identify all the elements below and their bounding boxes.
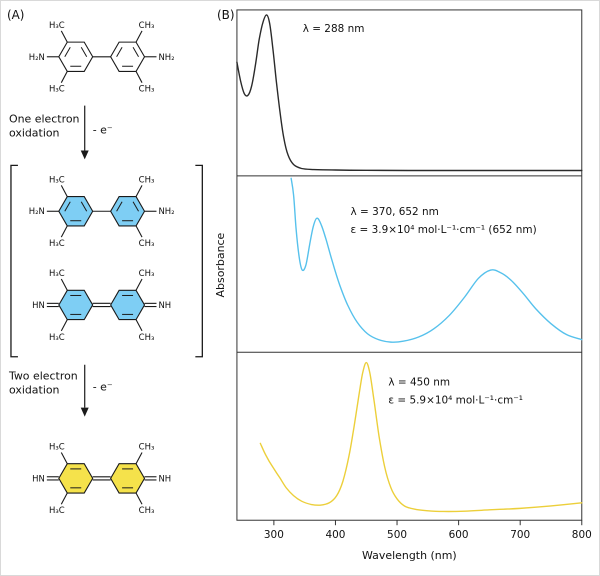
methyl-bond [60, 319, 68, 332]
methyl-label: H₃C [49, 238, 65, 248]
step2-arrowhead-icon [80, 407, 89, 417]
methyl-label: CH₃ [139, 332, 155, 342]
methyl-label: CH₃ [139, 84, 155, 94]
n-label: NH₂ [158, 206, 174, 216]
spectra-curves [236, 14, 583, 513]
methyl-bond [60, 452, 68, 464]
methyl-bond [60, 30, 68, 43]
ring-double-bond [116, 201, 123, 212]
epsilon-annotation-blue: ε = 3.9×10⁴ mol·L⁻¹·cm⁻¹ (652 nm) [351, 224, 537, 236]
methyl-label: CH₃ [139, 174, 155, 184]
panel-b-spectra: (B) Absorbance Wavelength (nm) λ = 288 n… [215, 8, 592, 562]
methyl-bond [60, 185, 68, 197]
ring-double-bond [80, 47, 88, 58]
step1-text-line1: One electron [9, 113, 80, 126]
step1-arrow-label: - e⁻ [93, 124, 113, 137]
plot-frame [236, 9, 583, 521]
methyl-bond [60, 225, 68, 238]
methyl-bond [135, 71, 143, 83]
methyl-label: CH₃ [139, 238, 155, 248]
step1-text-line2: oxidation [9, 127, 60, 140]
peak-annotation-yellow: λ = 450 nm [389, 377, 451, 389]
benzene-ring [109, 41, 146, 72]
x-tick-label: 700 [510, 529, 530, 541]
methyl-bond [60, 492, 68, 505]
benzene-ring [109, 463, 146, 494]
x-tick-label: 400 [326, 529, 346, 541]
benzene-ring [109, 289, 146, 321]
n-label: H₂N [29, 52, 45, 62]
methyl-bond [135, 225, 143, 238]
chemical-structures: H₂N NH₂ H₃C H₃C CH₃ CH₃ H₂N NH₂ H₃C H₃C CH₃ CH₃ HN NH… [29, 20, 175, 515]
methyl-bond [135, 319, 143, 332]
panel-a-label: (A) [7, 8, 24, 22]
step2-arrow-label: - e⁻ [93, 381, 113, 394]
spectrum-curve-2 [290, 177, 583, 343]
x-tick-label: 500 [387, 529, 407, 541]
step1-arrowhead-icon [80, 150, 89, 160]
methyl-label: H₃C [49, 332, 65, 342]
methyl-bond [135, 30, 143, 43]
benzene-ring [58, 289, 94, 321]
ring-double-bond [64, 201, 71, 212]
ring-double-bond [64, 47, 71, 58]
methyl-bond [135, 492, 143, 505]
step2-text-line2: oxidation [9, 384, 60, 397]
methyl-label: H₃C [49, 174, 65, 184]
peak-annotation-black: λ = 288 nm [303, 23, 365, 35]
peak-annotation-blue: λ = 370, 652 nm [351, 206, 439, 218]
benzene-ring [58, 463, 94, 494]
n-label: NH [158, 300, 171, 310]
x-tick-label: 300 [264, 529, 284, 541]
x-tick-label: 800 [572, 529, 592, 541]
methyl-bond [60, 278, 68, 291]
benzene-ring [109, 196, 146, 227]
methyl-label: H₃C [49, 20, 65, 30]
epsilon-annotation-yellow: ε = 5.9×10⁴ mol·L⁻¹·cm⁻¹ [389, 395, 524, 407]
n-label: HN [32, 300, 45, 310]
methyl-bond [135, 278, 143, 291]
methyl-bond [135, 185, 143, 197]
x-axis-label: Wavelength (nm) [362, 549, 457, 562]
panel-b-label: (B) [217, 8, 235, 22]
left-bracket [10, 164, 18, 358]
methyl-label: H₃C [49, 84, 65, 94]
methyl-label: CH₃ [139, 268, 155, 278]
x-axis-ticks: 300 400 500 600 700 800 [264, 520, 592, 541]
spectrum-curve-1 [236, 14, 583, 172]
methyl-bond [135, 452, 143, 464]
n-label: H₂N [29, 206, 45, 216]
methyl-label: CH₃ [139, 505, 155, 515]
right-bracket [195, 164, 203, 358]
methyl-label: CH₃ [139, 20, 155, 30]
n-label: NH₂ [158, 52, 174, 62]
methyl-label: H₃C [49, 441, 65, 451]
methyl-label: CH₃ [139, 441, 155, 451]
spectrum-curve-3 [259, 361, 583, 513]
benzene-ring [58, 41, 94, 72]
step2-text-line1: Two electron [8, 370, 78, 383]
methyl-bond [60, 71, 68, 83]
benzene-ring [58, 196, 94, 227]
x-tick-label: 600 [449, 529, 469, 541]
ring-double-bond [132, 47, 139, 58]
methyl-label: H₃C [49, 505, 65, 515]
y-axis-label: Absorbance [215, 232, 227, 297]
ring-double-bond [132, 201, 139, 212]
ring-double-bond [116, 47, 123, 58]
n-label: HN [32, 473, 45, 483]
methyl-label: H₃C [49, 268, 65, 278]
ring-double-bond [80, 201, 88, 212]
n-label: NH [158, 473, 171, 483]
panel-a-scheme: (A) H₂N NH₂ H₃C H₃C CH₃ CH₃ H₂N NH₂ H₃C H₃C CH₃ CH₃… [7, 8, 203, 515]
